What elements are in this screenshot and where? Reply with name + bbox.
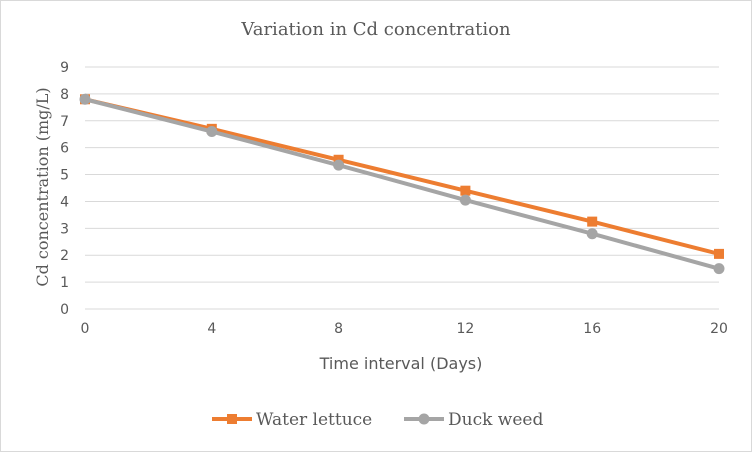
- series-layer: [79, 93, 725, 275]
- y-tick-label: 7: [60, 114, 69, 130]
- x-tick-label: 12: [456, 321, 474, 337]
- y-tick-label: 8: [60, 87, 69, 103]
- y-tick-label: 2: [60, 248, 69, 264]
- legend-item-water-lettuce: Water lettuce: [212, 410, 372, 430]
- data-point-duck-weed: [79, 93, 91, 105]
- y-axis-title: Cd concentration (mg/L): [33, 87, 52, 286]
- y-tick-label: 6: [60, 141, 69, 157]
- y-tick-label: 4: [60, 194, 69, 210]
- x-tick-label: 16: [583, 321, 601, 337]
- y-tick-label: 3: [60, 221, 69, 237]
- legend-marker: [418, 413, 430, 425]
- legend: Water lettuce Duck weed: [212, 410, 543, 430]
- legend-label: Duck weed: [448, 410, 543, 430]
- y-tick-label: 9: [60, 60, 69, 76]
- x-tick-label: 0: [81, 321, 90, 337]
- gridlines: [85, 66, 719, 283]
- data-point-duck-weed: [206, 126, 218, 138]
- x-tick-label: 4: [207, 321, 216, 337]
- data-point-water-lettuce: [587, 216, 598, 227]
- data-point-duck-weed: [586, 228, 598, 240]
- x-axis-title: Time interval (Days): [319, 354, 483, 373]
- x-tick-label: 8: [334, 321, 343, 337]
- data-point-duck-weed: [333, 159, 345, 171]
- data-point-duck-weed: [459, 194, 471, 206]
- data-point-duck-weed: [713, 263, 725, 275]
- series-line-water-lettuce: [83, 97, 721, 256]
- legend-item-duck-weed: Duck weed: [404, 410, 543, 430]
- series-line-duck-weed: [83, 97, 721, 271]
- x-tick-label: 20: [710, 321, 728, 337]
- legend-label: Water lettuce: [256, 410, 372, 430]
- series-water-lettuce: [80, 94, 724, 259]
- chart-title: Variation in Cd concentration: [240, 19, 511, 40]
- data-point-water-lettuce: [460, 185, 471, 196]
- y-tick-label: 5: [60, 168, 69, 184]
- x-axis-ticks: 0 4 8 12 16 20: [81, 321, 728, 337]
- y-axis-ticks: 0 1 2 3 4 5 6 7 8 9: [60, 60, 69, 318]
- series-duck-weed: [79, 93, 725, 275]
- y-tick-label: 0: [60, 302, 69, 318]
- y-tick-label: 1: [60, 275, 69, 291]
- data-point-water-lettuce: [714, 248, 724, 259]
- legend-marker: [227, 414, 237, 424]
